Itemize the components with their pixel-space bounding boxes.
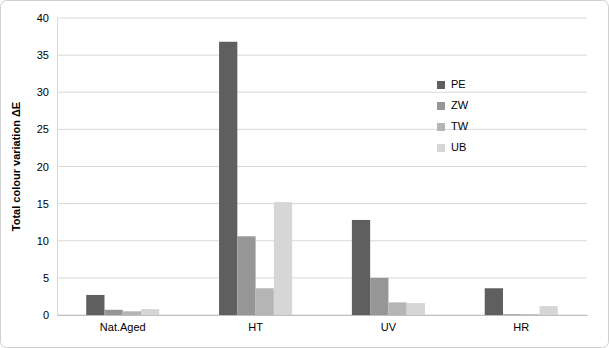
legend: PE ZW TW UB bbox=[437, 78, 469, 153]
tick-label: Nat.Aged bbox=[100, 321, 146, 333]
grid-line bbox=[57, 277, 587, 278]
grid-line bbox=[57, 18, 587, 19]
legend-swatch bbox=[437, 123, 445, 131]
x-axis: Nat.Aged HT UV HR bbox=[58, 315, 588, 333]
bar bbox=[407, 303, 425, 315]
tick-label: HR bbox=[513, 321, 529, 333]
bar bbox=[352, 220, 370, 315]
tick: 35 bbox=[37, 49, 57, 61]
tick-label: 35 bbox=[37, 49, 49, 61]
bar bbox=[256, 288, 274, 315]
bar bbox=[274, 202, 292, 315]
grid-line bbox=[57, 240, 587, 241]
grid-line bbox=[57, 166, 587, 167]
y-axis: 0 5 10 15 20 25 30 35 40 bbox=[37, 12, 58, 321]
tick: Nat.Aged bbox=[100, 315, 146, 333]
tick: 25 bbox=[37, 123, 57, 135]
bars bbox=[86, 42, 558, 315]
bar bbox=[370, 278, 388, 315]
tick-label: 15 bbox=[37, 198, 49, 210]
y-axis-title: Total colour variation ΔE bbox=[10, 102, 22, 231]
plot: 0 5 10 15 20 25 30 35 40 Nat.Aged HT UV HR bbox=[37, 12, 588, 333]
bar bbox=[521, 314, 539, 315]
legend-label: TW bbox=[451, 120, 469, 132]
bar bbox=[540, 306, 558, 315]
bar bbox=[141, 309, 159, 315]
legend-label: UB bbox=[451, 141, 466, 153]
tick: HT bbox=[248, 315, 263, 333]
tick: 0 bbox=[43, 309, 57, 321]
tick-label: 30 bbox=[37, 86, 49, 98]
axis-line bbox=[58, 315, 588, 316]
tick: 40 bbox=[37, 12, 57, 24]
legend-label: ZW bbox=[451, 99, 469, 111]
legend-item: ZW bbox=[437, 99, 469, 111]
tick: 5 bbox=[43, 272, 57, 284]
tick: 15 bbox=[37, 198, 57, 210]
legend-item: TW bbox=[437, 120, 469, 132]
legend-swatch bbox=[437, 144, 445, 152]
axis-line bbox=[57, 19, 58, 316]
bar bbox=[237, 236, 255, 315]
tick-label: 25 bbox=[37, 123, 49, 135]
grid-line bbox=[57, 55, 587, 56]
legend-swatch bbox=[437, 102, 445, 110]
bar bbox=[104, 310, 122, 315]
tick-label: 20 bbox=[37, 161, 49, 173]
frame bbox=[1, 1, 609, 348]
tick: UV bbox=[381, 315, 397, 333]
tick-label: 0 bbox=[43, 309, 49, 321]
legend-label: PE bbox=[451, 78, 466, 90]
bar bbox=[388, 302, 406, 315]
tick: 10 bbox=[37, 235, 57, 247]
bar bbox=[86, 295, 104, 315]
bar bbox=[123, 311, 141, 315]
bar bbox=[485, 288, 503, 315]
legend-swatch bbox=[437, 81, 445, 89]
legend-item: UB bbox=[437, 141, 466, 153]
series bbox=[86, 42, 503, 315]
chart: 0 5 10 15 20 25 30 35 40 Nat.Aged HT UV HR Total colo… bbox=[0, 0, 609, 348]
bar bbox=[503, 314, 521, 315]
tick: HR bbox=[513, 315, 529, 333]
bar bbox=[219, 42, 237, 315]
tick: 20 bbox=[37, 161, 57, 173]
tick-label: 40 bbox=[37, 12, 49, 24]
tick-label: 10 bbox=[37, 235, 49, 247]
tick-label: HT bbox=[248, 321, 263, 333]
grid-line bbox=[57, 129, 587, 130]
grid bbox=[57, 18, 587, 315]
series bbox=[104, 236, 521, 315]
series bbox=[141, 202, 558, 315]
tick-label: UV bbox=[381, 321, 397, 333]
series bbox=[123, 288, 540, 315]
tick-label: 5 bbox=[43, 272, 49, 284]
tick: 30 bbox=[37, 86, 57, 98]
grid-line bbox=[57, 92, 587, 93]
legend-item: PE bbox=[437, 78, 466, 90]
grid-line bbox=[57, 203, 587, 204]
